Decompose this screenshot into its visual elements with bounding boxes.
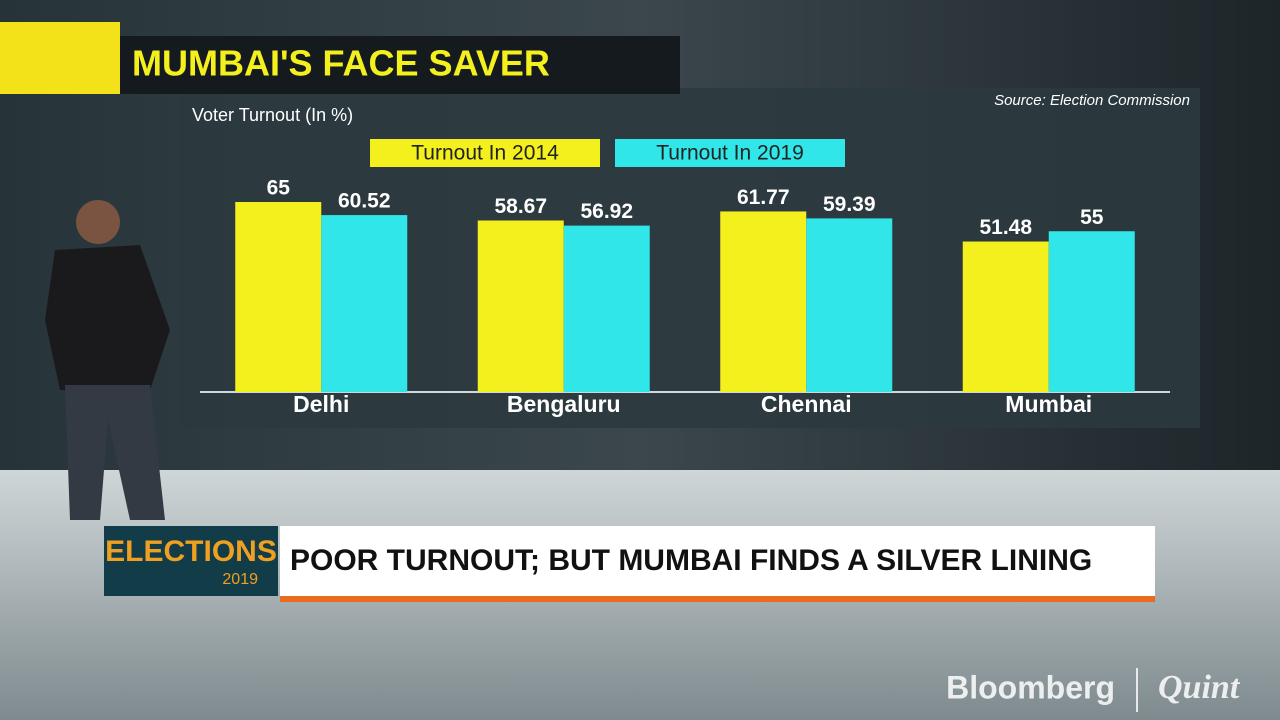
legend-label: Turnout In 2014 <box>411 142 559 165</box>
brand-right: Quint <box>1158 669 1241 706</box>
presenter-trousers <box>65 385 165 520</box>
title-accent <box>0 22 120 94</box>
title-bar <box>120 36 680 94</box>
legend-swatch <box>615 139 845 167</box>
brand-left: Bloomberg <box>946 669 1115 705</box>
data-label: 56.92 <box>580 200 633 223</box>
chart-title: MUMBAI'S FACE SAVER <box>132 43 550 84</box>
bar <box>477 220 564 392</box>
logo-box <box>104 526 278 596</box>
data-label: 55 <box>1080 206 1104 229</box>
presenter-head <box>76 200 120 244</box>
headline: POOR TURNOUT; BUT MUMBAI FINDS A SILVER … <box>290 544 1092 577</box>
logo-text: ELECTIONS <box>105 535 277 568</box>
data-label: 60.52 <box>338 190 391 213</box>
bar <box>563 225 650 392</box>
x-tick-label: Chennai <box>761 391 852 417</box>
data-label: 59.39 <box>823 193 876 216</box>
bar <box>806 218 893 392</box>
headline-box <box>280 526 1155 596</box>
source: Source: Election Commission <box>994 92 1190 109</box>
headline-underline <box>280 596 1155 602</box>
bar <box>321 215 408 392</box>
chart: Turnout In 2014 Turnout In 2019 65 60.52 Del… <box>200 139 1170 417</box>
data-label: 58.67 <box>494 195 547 218</box>
y-axis-label: Voter Turnout (In %) <box>192 105 353 125</box>
x-tick-label: Delhi <box>293 391 349 417</box>
bar <box>1048 231 1135 392</box>
data-label: 51.48 <box>979 216 1032 239</box>
bar <box>720 211 807 392</box>
x-tick-label: Bengaluru <box>507 391 621 417</box>
legend-swatch <box>370 139 600 167</box>
bar <box>235 202 322 392</box>
presenter <box>45 200 170 520</box>
presenter-jacket <box>45 245 170 390</box>
bar <box>962 241 1049 392</box>
logo-year: 2019 <box>222 571 258 588</box>
data-label: 61.77 <box>737 186 790 209</box>
x-tick-label: Mumbai <box>1005 391 1092 417</box>
legend-label: Turnout In 2019 <box>656 142 804 165</box>
data-label: 65 <box>267 177 291 200</box>
